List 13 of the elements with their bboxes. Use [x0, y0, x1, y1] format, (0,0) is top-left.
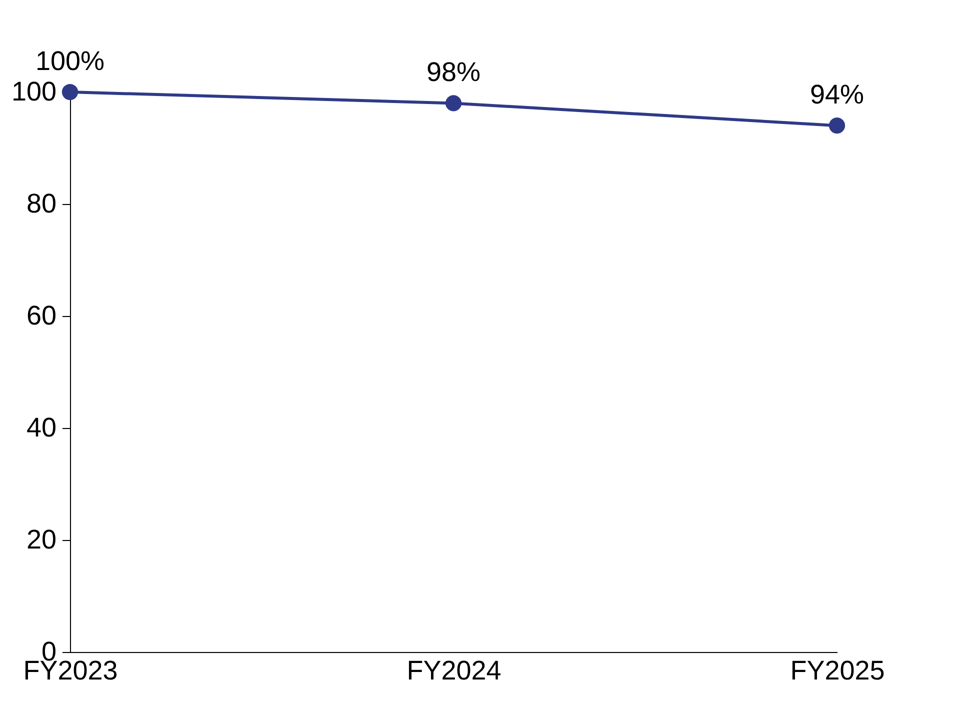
y-tick-label: 80	[26, 188, 56, 218]
point	[445, 95, 462, 112]
y-tick-label: 40	[26, 412, 56, 442]
data-label: 94%	[810, 80, 864, 110]
y-tick-label: 60	[26, 300, 56, 330]
data-label: 98%	[426, 57, 481, 88]
point	[828, 118, 846, 134]
x-tick-label: FY2025	[790, 656, 885, 686]
data-label: 100%	[35, 46, 105, 76]
y-tick-label: 100	[11, 76, 56, 106]
y-tick-label: 20	[26, 524, 56, 554]
point	[62, 84, 78, 100]
x-tick-label: FY2024	[406, 656, 502, 686]
